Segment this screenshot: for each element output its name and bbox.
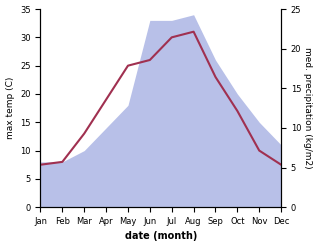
Y-axis label: max temp (C): max temp (C) <box>5 77 15 139</box>
X-axis label: date (month): date (month) <box>125 231 197 242</box>
Y-axis label: med. precipitation (kg/m2): med. precipitation (kg/m2) <box>303 47 313 169</box>
